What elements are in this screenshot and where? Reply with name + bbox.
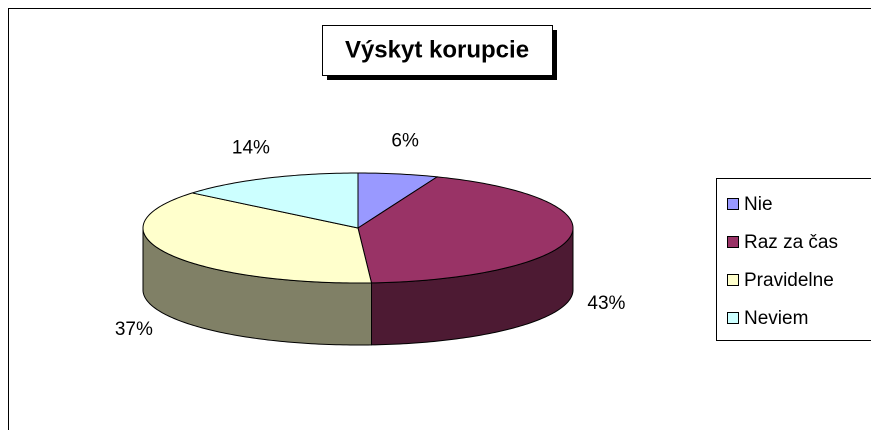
pie (143, 173, 573, 345)
chart-title: Výskyt korupcie (345, 36, 529, 63)
legend-swatch (728, 313, 739, 324)
legend-label: Nie (744, 194, 773, 215)
data-label: 14% (232, 137, 270, 158)
legend-label: Raz za čas (744, 232, 838, 253)
data-label: 43% (587, 293, 625, 314)
legend-label: Pravidelne (744, 270, 834, 291)
legend-swatch (728, 237, 739, 248)
legend-swatch (728, 199, 739, 210)
legend-swatch (728, 275, 739, 286)
data-label: 37% (115, 319, 153, 340)
legend-label: Neviem (744, 308, 808, 329)
data-label: 6% (391, 131, 419, 152)
